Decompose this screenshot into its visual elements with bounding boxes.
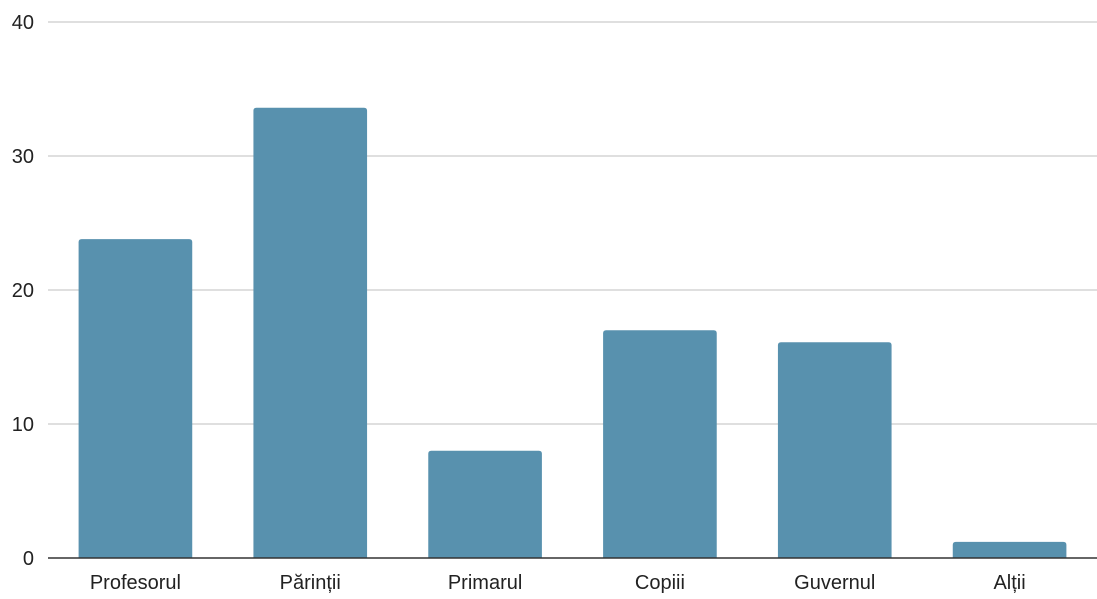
y-tick-label: 0: [23, 548, 34, 570]
x-tick-label: Guvernul: [794, 572, 875, 594]
y-tick-label: 30: [12, 146, 34, 168]
grid-layer: [48, 21, 1097, 425]
bar-1: [78, 239, 193, 558]
y-tick-label: 40: [12, 12, 34, 34]
bar-3: [428, 450, 542, 558]
x-tick-label: Alții: [993, 572, 1025, 594]
x-tick-label: Profesorul: [90, 572, 181, 594]
x-tick-label: Primarul: [448, 572, 522, 594]
bar-6: [952, 541, 1067, 558]
bar-5: [777, 342, 892, 558]
bar-layer: [78, 107, 1067, 558]
x-tick-label: Părinții: [280, 572, 341, 594]
bar-4: [603, 330, 717, 558]
y-tick-label: 20: [12, 280, 34, 302]
bar-2: [253, 107, 368, 558]
x-tick-label: Copiii: [635, 572, 685, 594]
y-tick-label: 10: [12, 414, 34, 436]
label-layer: 0 10 20 30 40 Profesorul Părinții Primarul Copii…: [12, 12, 1026, 594]
